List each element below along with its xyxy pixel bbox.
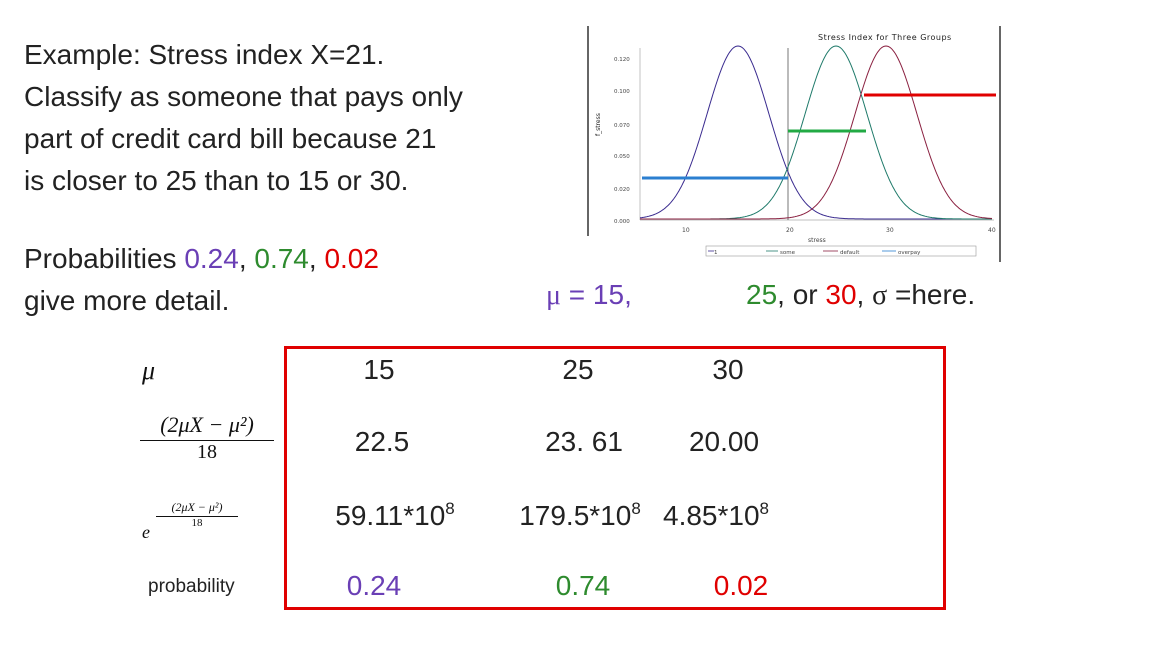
mu-values-line: μ = 15, xyxy=(546,274,632,317)
y-tick-label: 0.100 xyxy=(614,89,630,95)
cell-mu-1: 15 xyxy=(363,354,395,385)
separator-2: , xyxy=(308,243,325,274)
mu-values-line-rest: 25, or 30, σ =here. xyxy=(746,274,975,317)
row-label-fraction: (2μX − μ²) 18 xyxy=(140,412,274,464)
fraction-numerator: (2μX − μ²) xyxy=(140,412,274,441)
row-label-mu: μ xyxy=(142,356,156,385)
x-tick-label: 20 xyxy=(786,227,794,234)
probabilities-line-2: give more detail. xyxy=(24,285,230,316)
values-table xyxy=(284,346,946,610)
example-paragraph: Example: Stress index X=21. Classify as … xyxy=(24,34,463,202)
sigma-eq: =here. xyxy=(887,279,976,310)
x-tick-label: 40 xyxy=(988,227,996,234)
row-label-exponential: e (2μX − μ²) 18 xyxy=(142,500,252,548)
example-line-2: Classify as someone that pays only xyxy=(24,81,463,112)
legend-item-3: default xyxy=(840,250,860,256)
probability-1: 0.24 xyxy=(184,243,239,274)
legend-item-4: overpay xyxy=(898,250,921,256)
chart-x-ticks: 10 20 30 40 xyxy=(682,227,996,234)
example-line-1: Example: Stress index X=21. xyxy=(24,39,385,70)
cell-fraction-2: 23. 61 xyxy=(545,426,623,457)
probability-3: 0.02 xyxy=(324,243,379,274)
chart-title: Stress Index for Three Groups xyxy=(818,33,952,42)
cell-fraction-3: 20.00 xyxy=(688,426,760,457)
mu-15: = 15, xyxy=(561,279,632,310)
cell-mu-3: 30 xyxy=(712,354,744,385)
example-line-3: part of credit card bill because 21 xyxy=(24,123,437,154)
cell-exp-2: 179.5*108 xyxy=(519,500,641,532)
stress-index-chart: Stress Index for Three Groups f_stress 0… xyxy=(587,26,1001,262)
legend-item-2: some xyxy=(780,250,796,256)
x-tick-label: 10 xyxy=(682,227,690,234)
legend-item-1: 1 xyxy=(714,250,718,256)
mu-symbol: μ xyxy=(546,280,562,311)
mu-or: , or xyxy=(777,279,826,310)
cell-prob-2: 0.74 xyxy=(555,570,611,601)
chart-legend: 1 some default overpay xyxy=(705,245,977,257)
probability-2: 0.74 xyxy=(254,243,309,274)
cell-exp-3-base: 4.85*10 xyxy=(662,500,760,531)
chart-y-ticks: 0.120 0.100 0.070 0.050 0.020 0.000 xyxy=(614,57,630,225)
example-line-4: is closer to 25 than to 15 or 30. xyxy=(24,165,409,196)
probabilities-prefix: Probabilities xyxy=(24,243,185,274)
y-tick-label: 0.050 xyxy=(614,154,630,160)
mu-sep: , xyxy=(856,279,873,310)
chart-xlabel: stress xyxy=(808,237,826,244)
cell-exp-3: 4.85*108 xyxy=(663,500,769,532)
cell-exp-1: 59.11*108 xyxy=(335,500,455,532)
curve-mu-15 xyxy=(639,45,992,220)
cell-exp-1-power: 8 xyxy=(445,499,455,518)
row-label-probability: probability xyxy=(148,576,235,597)
y-tick-label: 0.000 xyxy=(614,219,630,225)
exp-fraction: (2μX − μ²) 18 xyxy=(156,500,238,529)
probabilities-paragraph: Probabilities 0.24, 0.74, 0.02 give more… xyxy=(24,238,379,322)
cell-prob-1: 0.24 xyxy=(346,570,402,601)
cell-fraction-1: 22.5 xyxy=(354,426,410,457)
exp-denominator: 18 xyxy=(191,517,203,529)
chart-ylabel: f_stress xyxy=(595,113,602,136)
curve-mu-30 xyxy=(640,45,993,220)
cell-exp-2-power: 8 xyxy=(631,499,641,518)
sigma-symbol: σ xyxy=(872,280,888,311)
y-tick-label: 0.120 xyxy=(614,57,630,63)
probabilities-line-1: Probabilities 0.24, 0.74, 0.02 xyxy=(24,238,379,280)
cell-exp-3-power: 8 xyxy=(759,499,770,518)
x-tick-label: 30 xyxy=(886,227,894,234)
cell-mu-2: 25 xyxy=(562,354,594,385)
y-tick-label: 0.020 xyxy=(614,187,630,193)
mu-30: 30 xyxy=(825,279,857,310)
exp-base: e xyxy=(142,522,150,542)
y-tick-label: 0.070 xyxy=(614,123,630,129)
fraction-denominator: 18 xyxy=(197,441,217,463)
separator-1: , xyxy=(238,243,255,274)
exp-numerator: (2μX − μ²) xyxy=(156,500,238,517)
cell-exp-2-base: 179.5*10 xyxy=(519,500,632,531)
cell-exp-1-base: 59.11*10 xyxy=(335,500,446,531)
cell-prob-3: 0.02 xyxy=(713,570,769,601)
mu-25: 25 xyxy=(746,279,778,310)
legend-box xyxy=(705,245,977,257)
